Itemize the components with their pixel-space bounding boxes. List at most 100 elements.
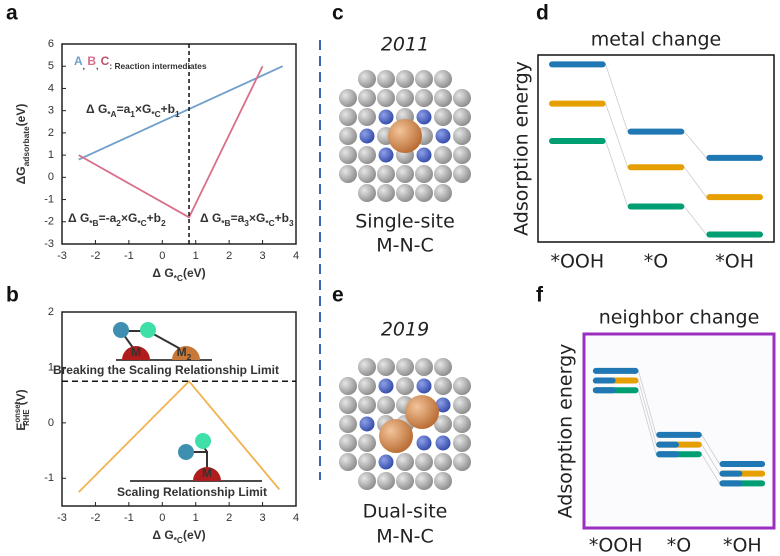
level-bar — [706, 231, 763, 238]
x-tick-label: 0 — [159, 250, 165, 262]
carbon-atom — [434, 146, 452, 164]
x-tick-label: -3 — [57, 250, 67, 262]
level-bar-accent — [719, 470, 743, 477]
annotation: Breaking the Scaling Relationship Limit — [53, 363, 279, 377]
text-part: ×G — [249, 211, 265, 225]
text-part: +b — [275, 211, 289, 225]
text-part: ×G — [135, 102, 151, 116]
carbon-atom — [453, 108, 471, 126]
text-part: +b — [147, 211, 161, 225]
carbon-atom — [415, 184, 433, 202]
x-tick-label: 0 — [159, 512, 165, 524]
metal-label: M — [131, 345, 141, 359]
text-part: 2 — [116, 218, 121, 228]
y-tick-label: -3 — [44, 238, 54, 250]
carbon-atom — [396, 377, 414, 395]
carbon-atom — [377, 184, 395, 202]
carbon-atom — [396, 358, 414, 376]
carbon-atom — [339, 377, 357, 395]
carbon-atom — [415, 89, 433, 107]
panel-label: f — [536, 284, 544, 307]
connector — [701, 454, 720, 484]
x-tick-label: 2 — [226, 512, 232, 524]
carbon-atom — [339, 146, 357, 164]
text-part: A — [74, 54, 83, 68]
metal-dome — [193, 467, 221, 481]
structure-label: M-N-C — [376, 526, 434, 548]
level-bar — [549, 138, 606, 145]
connector — [684, 131, 707, 159]
carbon-atom — [339, 108, 357, 126]
text-part: 3 — [289, 218, 294, 228]
carbon-atom — [358, 184, 376, 202]
text-part: *C — [265, 218, 274, 228]
level-bar — [592, 367, 639, 374]
text-part: Δ G — [152, 528, 173, 542]
text-part: (V) — [14, 389, 28, 405]
carbon-atom — [358, 89, 376, 107]
connector — [638, 390, 657, 455]
level-bar — [706, 154, 763, 161]
nitrogen-atom — [359, 128, 375, 144]
atom — [113, 322, 129, 338]
carbon-atom — [339, 89, 357, 107]
carbon-atom — [358, 434, 376, 452]
carbon-atom — [358, 165, 376, 183]
plot-frame — [537, 54, 775, 243]
plot-frame — [582, 332, 776, 530]
text-part: onset — [13, 401, 22, 422]
metal-atom — [379, 419, 413, 453]
equation: Δ G*A=a1×G*C+b1 — [86, 102, 180, 119]
level-bar-accent — [592, 377, 616, 384]
level-bar — [719, 460, 766, 467]
carbon-atom — [434, 70, 452, 88]
text-part: *C — [137, 218, 146, 228]
y-tick-label: -1 — [44, 193, 54, 205]
nitrogen-atom — [416, 435, 432, 451]
y-tick-label: 1 — [48, 149, 54, 161]
x-tick-label: -1 — [124, 512, 134, 524]
carbon-atom — [453, 434, 471, 452]
carbon-atom — [396, 70, 414, 88]
carbon-atom — [415, 472, 433, 490]
text-part: 1 — [130, 109, 135, 119]
text-part: 2 — [161, 218, 166, 228]
panel-label: c — [332, 2, 344, 25]
x-tick-label: 4 — [293, 250, 299, 262]
x-tick-label: -1 — [124, 250, 134, 262]
y-tick-label: 2 — [48, 306, 54, 318]
panel-label: b — [6, 284, 19, 307]
carbon-atom — [453, 415, 471, 433]
carbon-atom — [415, 358, 433, 376]
text-part: E — [14, 423, 28, 431]
y-tick-label: -1 — [44, 472, 54, 484]
carbon-atom — [396, 89, 414, 107]
carbon-atom — [434, 472, 452, 490]
carbon-atom — [358, 358, 376, 376]
nitrogen-atom — [435, 397, 451, 413]
connector — [701, 434, 720, 465]
text-part: *A — [107, 109, 116, 119]
connector — [638, 380, 657, 445]
carbon-atom — [377, 472, 395, 490]
text-part: ΔG — [14, 166, 28, 184]
y-tick-label: 4 — [48, 82, 54, 94]
level-bar — [549, 61, 606, 68]
carbon-atom — [434, 89, 452, 107]
structure-label: Single-site — [355, 211, 455, 233]
carbon-atom — [358, 146, 376, 164]
text-part: (eV) — [14, 104, 28, 127]
x-tick-label: 1 — [193, 250, 199, 262]
y-axis-label: Adsorption energy — [511, 61, 533, 236]
carbon-atom — [377, 89, 395, 107]
carbon-atom — [358, 108, 376, 126]
carbon-atom — [453, 127, 471, 145]
text-part: , — [83, 61, 88, 71]
connector — [605, 140, 629, 207]
carbon-atom — [453, 396, 471, 414]
carbon-atom — [434, 415, 452, 433]
connector — [683, 166, 707, 198]
x-axis-label: Δ G*C(eV) — [152, 266, 205, 283]
nitrogen-atom — [378, 147, 394, 163]
text-part: 2 — [187, 352, 192, 362]
